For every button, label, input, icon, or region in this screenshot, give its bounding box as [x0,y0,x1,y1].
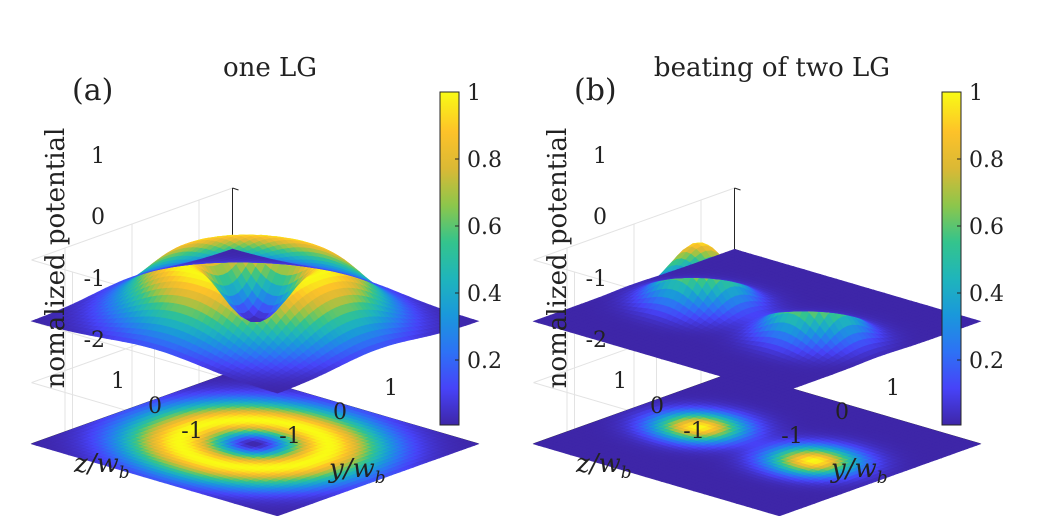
colorbar-a-tick: 0.4 [467,282,502,307]
colorbar-a-gradient [439,91,460,426]
panel-a-ztick: -1 [84,267,105,292]
panel-a-ztick: 0 [91,205,105,230]
z-tick-mark [232,187,239,191]
colorbar-a-tick: 1 [467,81,481,106]
panel-a-projection [30,371,480,516]
panel-a-xtick: -1 [181,419,202,444]
panel-a-ytick: -1 [279,424,300,449]
panel-a-surface [30,234,480,394]
panel-a-title: one LG [223,53,317,83]
panel-a-ytick: 0 [333,400,347,425]
panel-a-colorbar: 1 0.8 0.6 0.4 0.2 [439,81,502,426]
panel-a-xtick: 1 [111,369,125,394]
panel-a-ztick: -2 [84,328,105,353]
panel-a-xtick: 0 [148,394,162,419]
panel-a-ztick: 1 [91,144,105,169]
colorbar-a-tick: 0.8 [467,148,502,173]
panel-a-label: (a) [72,73,113,108]
panel-b-projection [532,371,982,516]
colorbar-a-tick: 0.2 [467,349,502,374]
panel-a: (a) one LG nomalized potential 1 0 -1 -2… [30,53,502,516]
colorbar-a-tick: 0.6 [467,215,502,240]
panel-a-ytick: 1 [384,376,398,401]
panel-b: (b) beating of two LG nomalized potentia… [532,53,1004,516]
panel-a-zlabel: nomalized potential [41,128,71,389]
z-tick-mark [734,187,741,191]
